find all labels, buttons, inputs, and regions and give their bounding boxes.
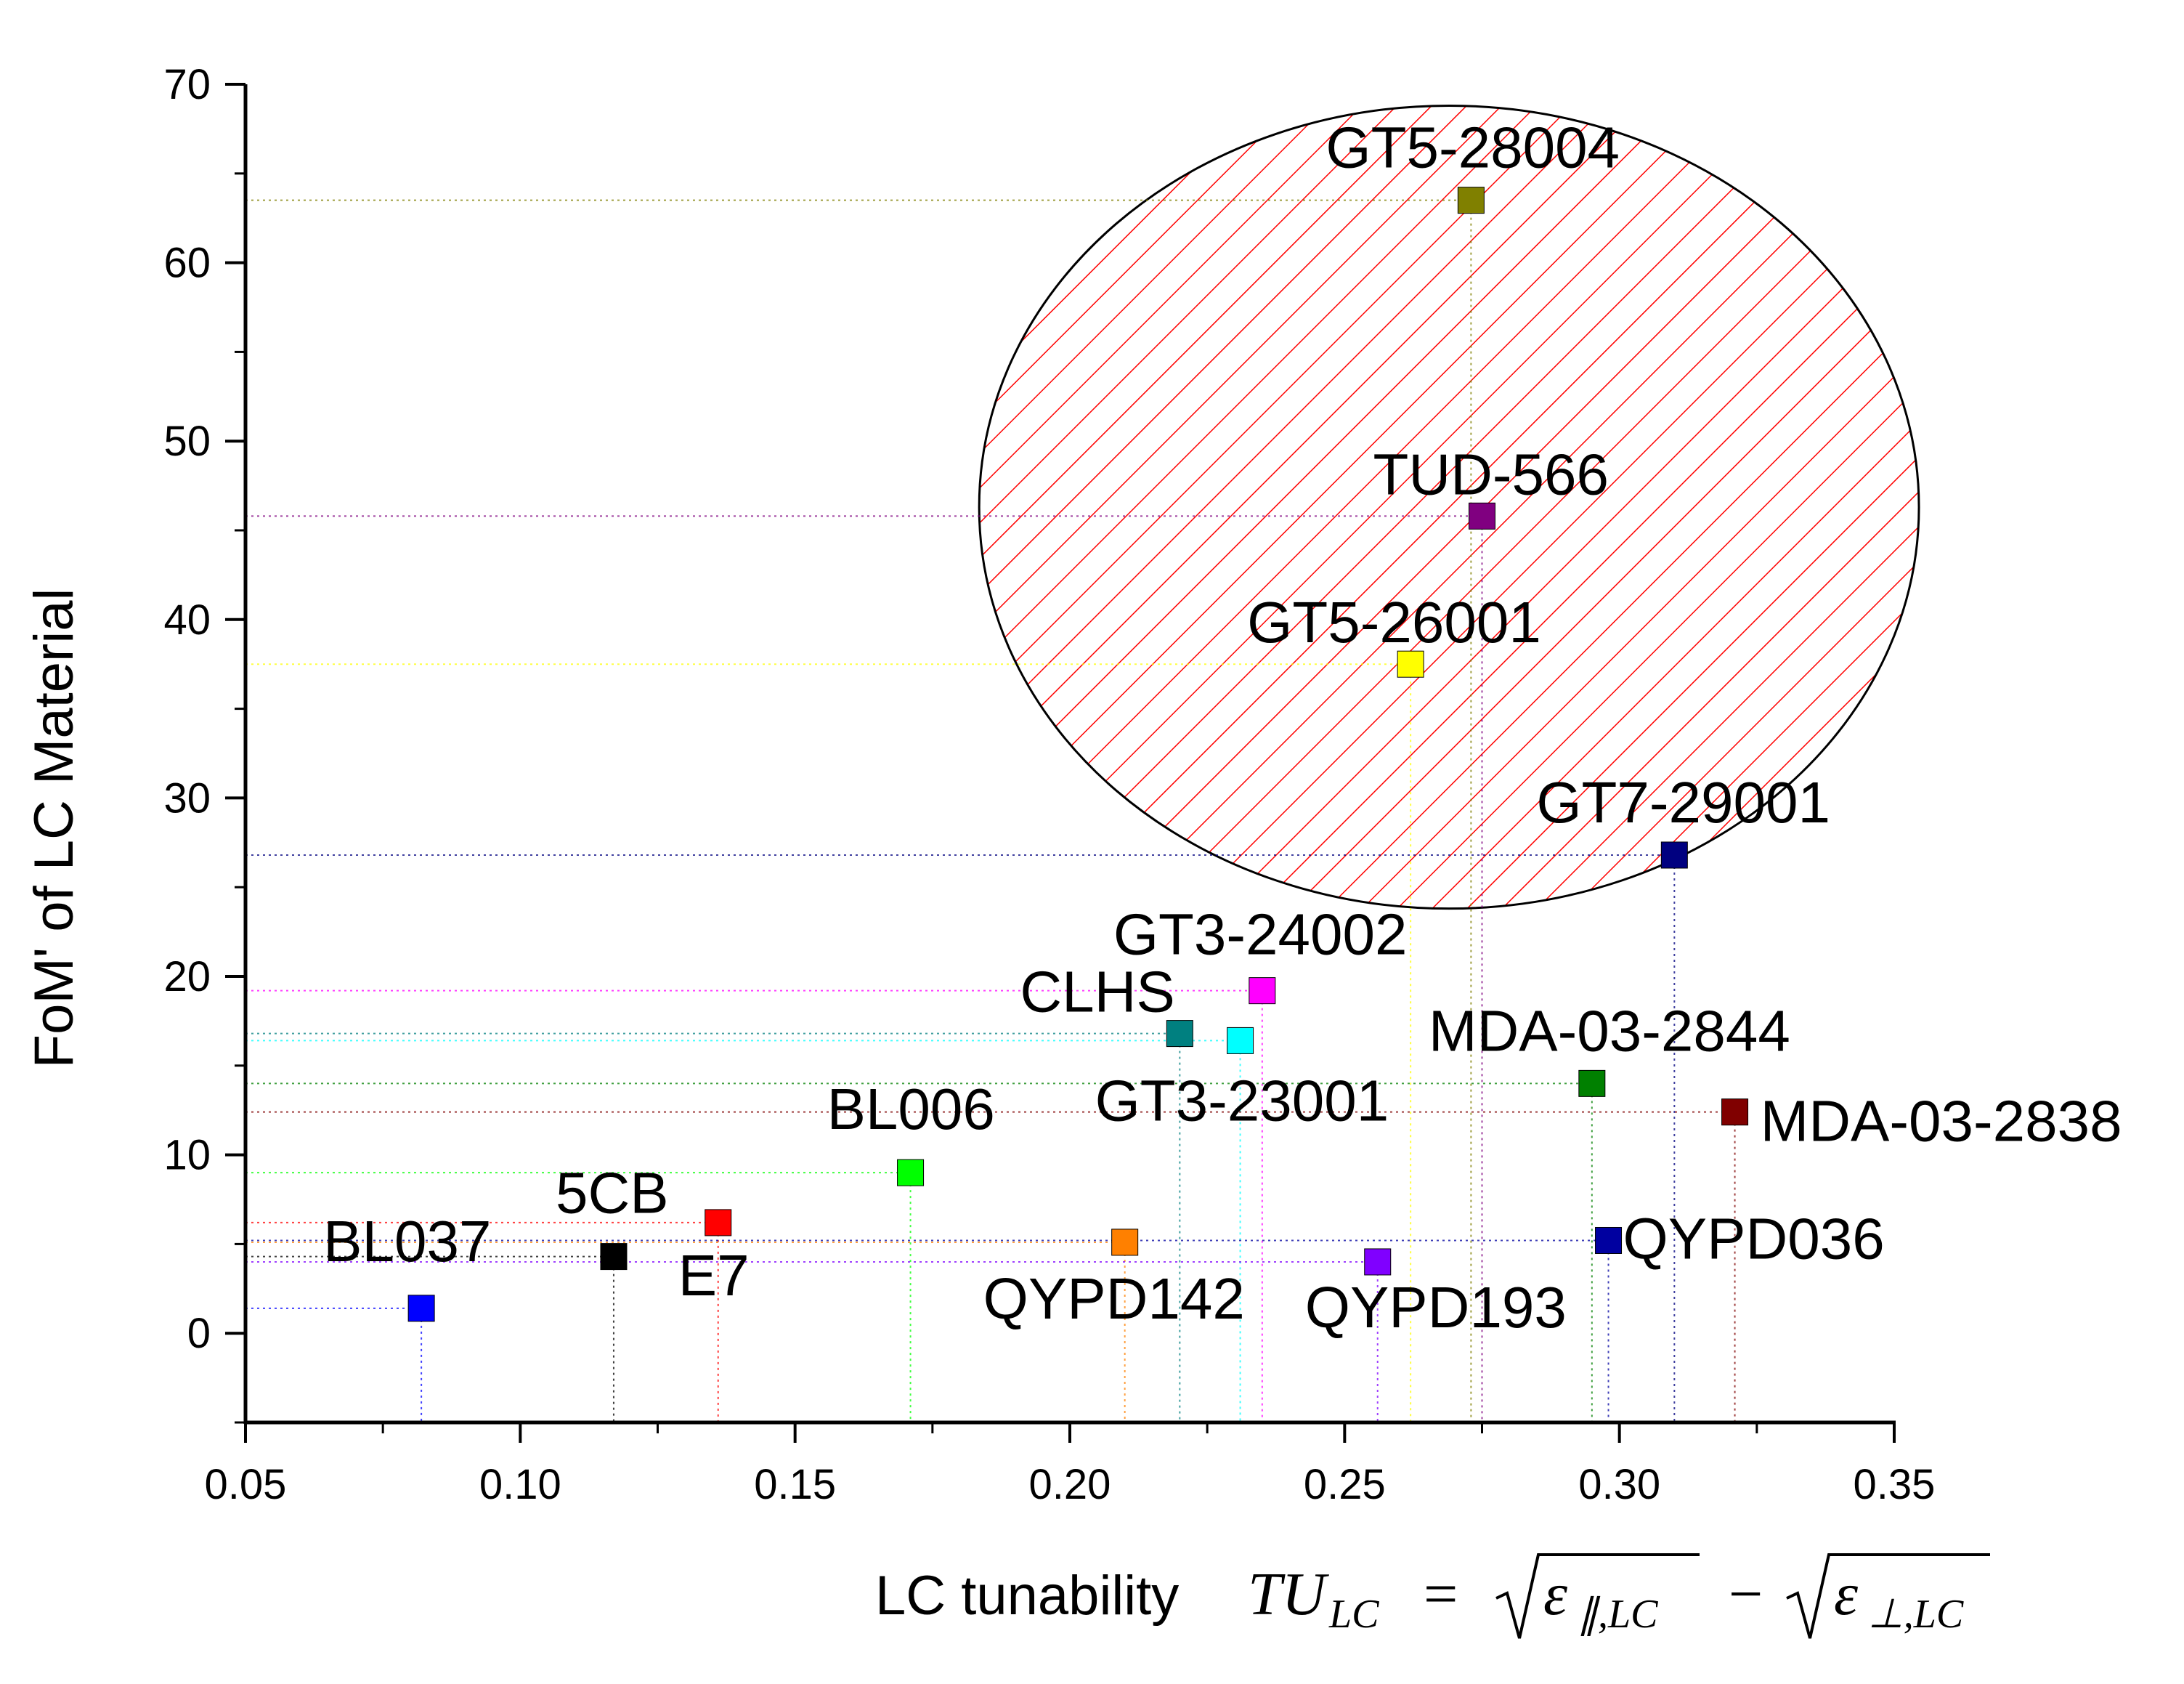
data-point-gt3-24002 [1249, 977, 1276, 1005]
data-point-qypd193 [1364, 1248, 1392, 1276]
x-axis-title: LC tunability TU LC = ε ∥,LC − ε ⊥,LC [875, 1553, 1990, 1639]
y-tick-label: 40 [163, 596, 211, 644]
x-axis-formula-lhs: TU [1248, 1560, 1330, 1628]
y-axis-title: FoM' of LC Material [23, 588, 85, 1069]
x-tick-label: 0.05 [205, 1461, 287, 1508]
x-axis-formula-eps-parallel-sub: ∥,LC [1578, 1592, 1658, 1637]
y-tick-label: 10 [163, 1132, 211, 1179]
data-point-mda-03-2838 [1721, 1098, 1749, 1126]
x-tick-label: 0.20 [1029, 1461, 1111, 1508]
y-tick-label: 20 [163, 953, 211, 1000]
x-axis-formula-minus: − [1729, 1560, 1763, 1628]
point-label-gt5-26001: GT5-26001 [1247, 590, 1541, 655]
y-tick-label: 30 [163, 774, 211, 822]
data-point-e7 [705, 1209, 732, 1236]
data-point-bl006 [897, 1159, 925, 1186]
sqrt-sign-2 [1786, 1553, 1990, 1639]
point-label-clhs: CLHS [1020, 960, 1174, 1024]
point-label-mda-03-2844: MDA-03-2844 [1429, 998, 1790, 1063]
point-label-e7: E7 [678, 1243, 750, 1308]
data-point-clhs [1166, 1020, 1193, 1048]
point-label-gt3-24002: GT3-24002 [1113, 902, 1408, 967]
data-point-gt3-23001 [1227, 1027, 1254, 1054]
data-point-5cb [600, 1243, 628, 1271]
data-point-mda-03-2844 [1578, 1069, 1606, 1097]
point-label-qypd193: QYPD193 [1305, 1275, 1567, 1340]
point-label-5cb: 5CB [556, 1161, 669, 1226]
data-point-bl037 [407, 1295, 435, 1322]
data-point-tud-566 [1469, 502, 1495, 530]
point-label-gt3-23001: GT3-23001 [1095, 1068, 1389, 1133]
y-tick-label: 60 [163, 240, 211, 287]
y-tick-label: 50 [163, 418, 211, 465]
point-label-bl006: BL006 [827, 1077, 995, 1141]
data-point-qypd036 [1595, 1226, 1623, 1254]
x-tick-label: 0.15 [754, 1461, 836, 1508]
data-point-gt7-29001 [1660, 841, 1688, 869]
x-axis-formula-eps-parallel: ε [1543, 1560, 1568, 1628]
x-tick-label: 0.35 [1854, 1461, 1936, 1508]
data-point-qypd142 [1111, 1228, 1139, 1256]
x-tick-label: 0.10 [479, 1461, 561, 1508]
y-tick-label: 70 [163, 61, 211, 108]
point-label-bl037: BL037 [323, 1209, 491, 1274]
x-axis-formula-equals: = [1424, 1560, 1458, 1628]
y-tick-label: 0 [187, 1310, 211, 1357]
highlight-ellipse [978, 104, 1920, 910]
x-axis-title-text: LC tunability [875, 1565, 1179, 1627]
point-label-gt5-28004: GT5-28004 [1326, 116, 1620, 180]
point-label-gt7-29001: GT7-29001 [1536, 770, 1830, 835]
sqrt-sign-1 [1495, 1553, 1700, 1639]
x-tick-label: 0.30 [1578, 1461, 1660, 1508]
point-label-tud-566: TUD-566 [1373, 442, 1609, 506]
x-axis-formula-eps-perp-sub: ⊥,LC [1868, 1592, 1964, 1637]
point-label-qypd142: QYPD142 [983, 1266, 1245, 1331]
point-label-mda-03-2838: MDA-03-2838 [1761, 1089, 2122, 1154]
x-tick-label: 0.25 [1304, 1461, 1386, 1508]
point-label-qypd036: QYPD036 [1623, 1206, 1885, 1271]
data-point-gt5-26001 [1397, 650, 1424, 678]
data-point-gt5-28004 [1457, 187, 1485, 214]
x-axis-formula-eps-perp: ε [1834, 1560, 1859, 1628]
x-axis-formula-lhs-sub: LC [1328, 1592, 1379, 1637]
